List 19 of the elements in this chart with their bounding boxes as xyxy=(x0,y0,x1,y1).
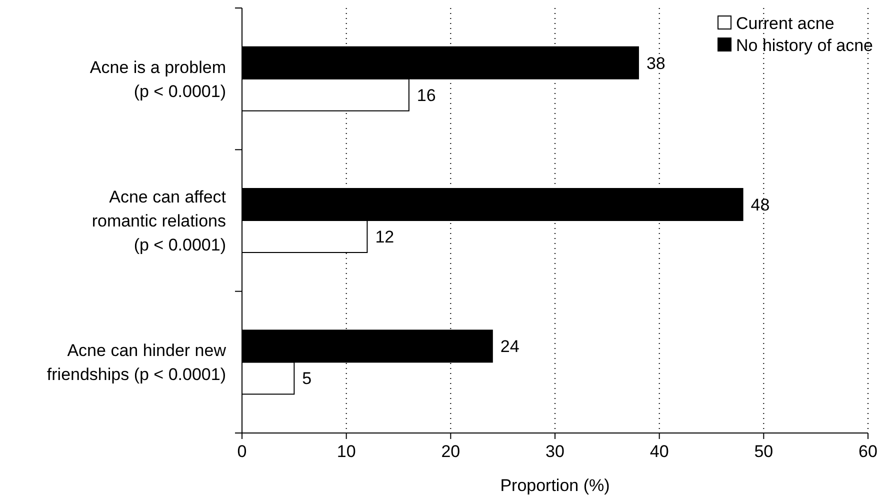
legend-label: Current acne xyxy=(736,14,834,33)
x-tick-label: 30 xyxy=(546,442,564,461)
y-tick-label: Acne is a problem (p < 0.0001) xyxy=(90,58,226,101)
x-axis-title: Proportion (%) xyxy=(500,476,610,495)
x-tick-label: 20 xyxy=(441,442,460,461)
data-label: 16 xyxy=(416,86,436,105)
legend-label: No history of acne xyxy=(736,36,874,55)
x-tick-label: 60 xyxy=(858,442,878,461)
data-label: 24 xyxy=(500,337,520,356)
y-tick-label: Acne can affect romantic relations (p < 0.0001) xyxy=(92,187,226,254)
data-label: 5 xyxy=(302,369,312,388)
x-tick-label: 40 xyxy=(650,442,669,461)
y-tick-label: Acne can hinder new friendships (p < 0.0001) xyxy=(46,341,227,384)
data-label: 48 xyxy=(750,195,770,214)
data-label: 38 xyxy=(646,54,666,73)
x-tick-label: 0 xyxy=(237,442,247,461)
data-label: 12 xyxy=(375,227,394,246)
x-tick-label: 50 xyxy=(754,442,774,461)
x-tick-label: 10 xyxy=(336,442,356,461)
